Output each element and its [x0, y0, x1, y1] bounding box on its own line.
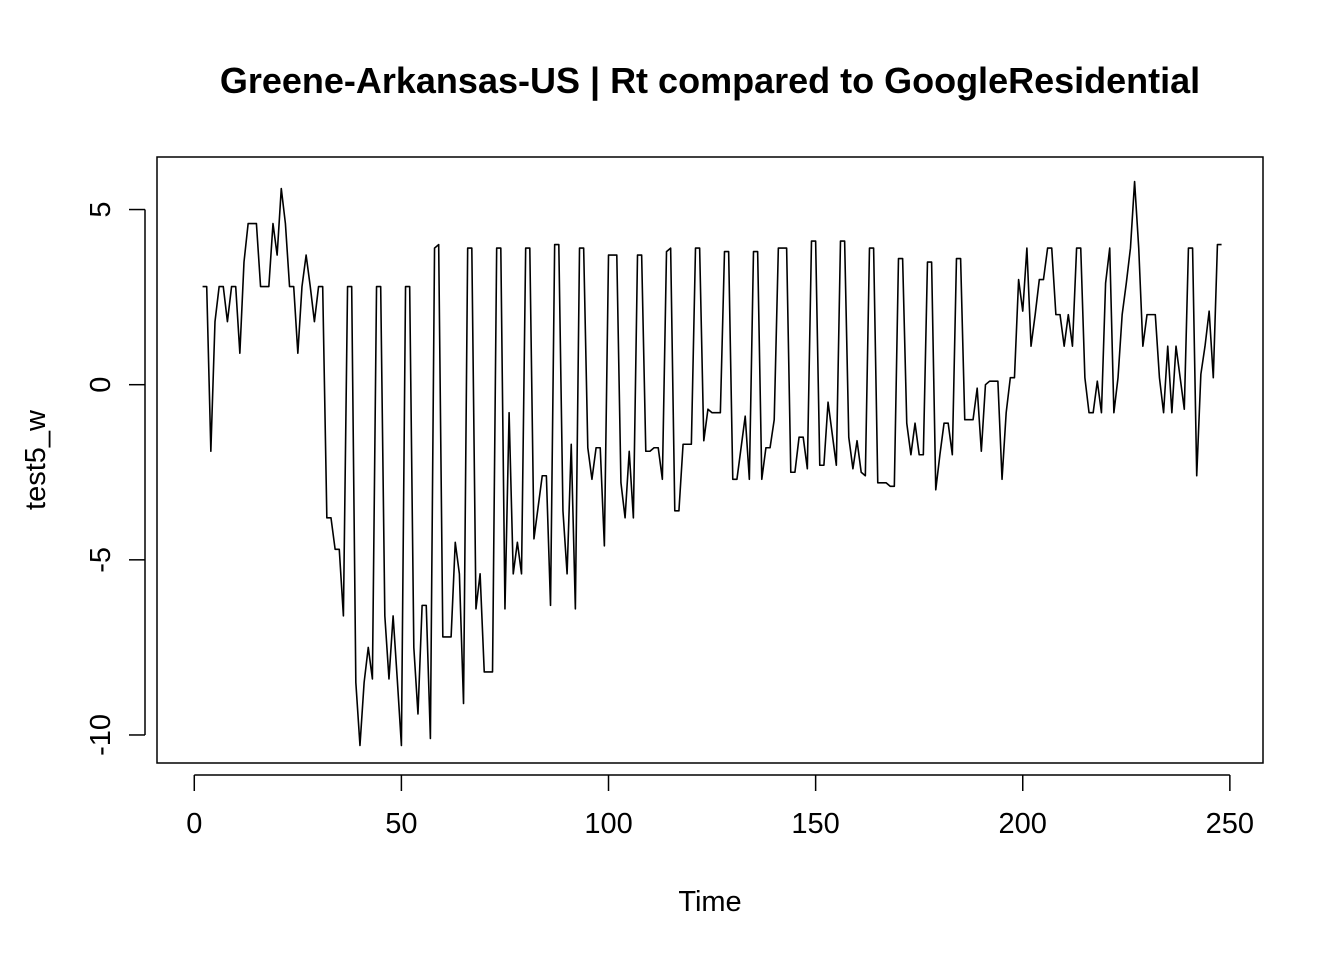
- y-axis: -10 -5 0 5: [85, 201, 146, 756]
- x-tick-label: 200: [999, 808, 1047, 840]
- chart-title: Greene-Arkansas-US | Rt compared to Goog…: [220, 60, 1200, 102]
- x-tick-label: 0: [186, 808, 202, 840]
- plot-frame: [156, 156, 1264, 764]
- x-tick-label: 250: [1206, 808, 1254, 840]
- y-axis-label: test5_w: [20, 409, 52, 510]
- x-tick-label: 150: [791, 808, 839, 840]
- series-line: [202, 180, 1222, 747]
- x-tick-label: 50: [385, 808, 417, 840]
- y-tick-label: 5: [85, 201, 117, 217]
- y-tick-label: -10: [85, 714, 117, 756]
- x-tick-label: 100: [584, 808, 632, 840]
- y-tick-label: 0: [85, 377, 117, 393]
- x-axis-label: Time: [678, 886, 741, 918]
- x-axis: 0 50 100 150 200 250: [186, 774, 1254, 840]
- y-tick-label: -5: [85, 547, 117, 573]
